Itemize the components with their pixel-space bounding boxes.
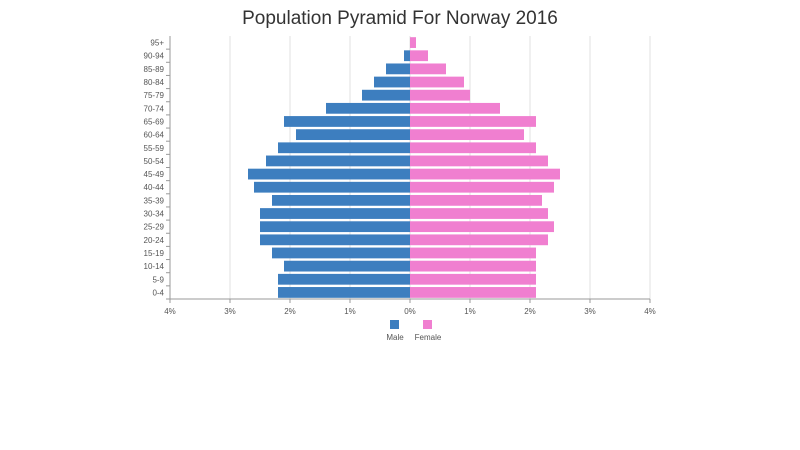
bar-female <box>410 194 542 206</box>
y-tick-label: 35-39 <box>144 196 165 205</box>
bar-male <box>404 50 410 62</box>
y-tick-label: 95+ <box>150 39 164 48</box>
bar-male <box>296 129 410 141</box>
bar-male <box>248 168 410 180</box>
bar-female <box>410 273 536 285</box>
bar-male <box>278 273 410 285</box>
y-tick-label: 75-79 <box>144 91 165 100</box>
legend-swatch-male <box>390 320 399 329</box>
bar-male <box>278 287 410 298</box>
legend-label-female: Female <box>415 333 442 342</box>
x-tick-label: 1% <box>464 307 476 316</box>
y-tick-label: 10-14 <box>144 262 165 271</box>
bar-male <box>272 194 410 206</box>
x-tick-label: 4% <box>164 307 176 316</box>
bar-male <box>386 63 410 75</box>
y-tick-label: 90-94 <box>144 52 165 61</box>
bar-female <box>410 181 554 193</box>
y-tick-label: 15-19 <box>144 249 165 258</box>
bar-male <box>266 155 410 167</box>
y-tick-label: 50-54 <box>144 157 165 166</box>
bar-female <box>410 247 536 259</box>
chart-title: Population Pyramid For Norway 2016 <box>242 8 558 29</box>
legend-swatch-female <box>423 320 432 329</box>
bar-female <box>410 208 548 219</box>
y-tick-label: 65-69 <box>144 117 165 126</box>
bar-female <box>410 234 548 246</box>
x-tick-label: 3% <box>224 307 236 316</box>
x-tick-label: 1% <box>344 307 356 316</box>
bar-female <box>410 102 500 114</box>
x-tick-label: 2% <box>284 307 296 316</box>
y-tick-label: 70-74 <box>144 104 165 113</box>
bar-male <box>272 247 410 259</box>
bar-male <box>278 142 410 154</box>
bar-male <box>362 89 410 101</box>
y-tick-label: 85-89 <box>144 65 165 74</box>
x-tick-label: 0% <box>404 307 416 316</box>
y-tick-label: 55-59 <box>144 144 165 153</box>
bar-female <box>410 37 416 48</box>
bar-male <box>260 234 410 246</box>
bar-male <box>260 221 410 233</box>
x-tick-label: 2% <box>524 307 536 316</box>
bar-female <box>410 168 560 180</box>
bar-female <box>410 63 446 75</box>
x-tick-label: 4% <box>644 307 656 316</box>
bar-female <box>410 260 536 272</box>
bar-male <box>254 181 410 193</box>
bar-female <box>410 129 524 141</box>
x-tick-label: 3% <box>584 307 596 316</box>
legend-label-male: Male <box>386 333 404 342</box>
y-tick-label: 5-9 <box>152 275 164 284</box>
y-tick-label: 40-44 <box>144 183 165 192</box>
bar-male <box>326 102 410 114</box>
bar-male <box>260 208 410 219</box>
bar-female <box>410 89 470 101</box>
bar-female <box>410 76 464 88</box>
bar-female <box>410 155 548 167</box>
bar-female <box>410 221 554 233</box>
y-tick-label: 0-4 <box>152 288 164 297</box>
bar-female <box>410 287 536 298</box>
bar-female <box>410 142 536 154</box>
bar-male <box>374 76 410 88</box>
y-tick-label: 30-34 <box>144 210 165 219</box>
y-tick-label: 60-64 <box>144 131 165 140</box>
bar-female <box>410 116 536 127</box>
bar-male <box>284 260 410 272</box>
bar-female <box>410 50 428 62</box>
y-tick-label: 20-24 <box>144 236 165 245</box>
y-tick-label: 45-49 <box>144 170 165 179</box>
y-tick-label: 80-84 <box>144 78 165 87</box>
y-tick-label: 25-29 <box>144 223 165 232</box>
bar-male <box>284 116 410 127</box>
